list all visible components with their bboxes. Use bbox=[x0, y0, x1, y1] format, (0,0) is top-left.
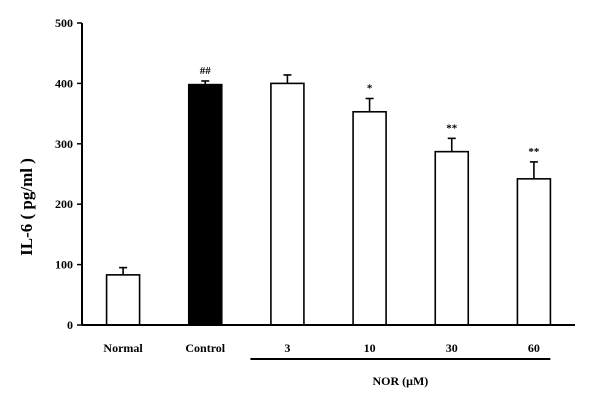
group-label: NOR (μM) bbox=[372, 374, 428, 388]
bar-1 bbox=[105, 274, 141, 326]
category-label: 10 bbox=[364, 341, 376, 355]
category-label: 3 bbox=[284, 341, 290, 355]
category-label: 60 bbox=[528, 341, 540, 355]
y-tick-label: 0 bbox=[67, 318, 73, 332]
bar-6 bbox=[516, 178, 552, 326]
category-label: 30 bbox=[446, 341, 458, 355]
significance-mark: ## bbox=[200, 65, 212, 77]
bar-2 bbox=[187, 83, 223, 326]
bar-4 bbox=[352, 110, 387, 326]
y-tick-label: 200 bbox=[55, 197, 73, 211]
category-labels: Normal Control 3 10 30 60 bbox=[103, 341, 539, 355]
bars-group: ##***** bbox=[105, 65, 552, 326]
significance-mark: ** bbox=[446, 122, 458, 134]
significance-mark: * bbox=[367, 83, 373, 95]
y-axis-label: IL-6 ( pg/ml ) bbox=[17, 158, 36, 256]
significance-mark: ** bbox=[528, 146, 540, 158]
y-tick-label: 100 bbox=[55, 258, 73, 272]
category-label: Normal bbox=[103, 341, 143, 355]
y-tick-label: 300 bbox=[55, 137, 73, 151]
y-tick-label: 500 bbox=[55, 16, 73, 30]
y-axis-ticks: 0 100 200 300 400 500 bbox=[55, 16, 82, 332]
bar-5 bbox=[434, 150, 470, 326]
y-tick-label: 400 bbox=[55, 76, 73, 90]
category-label: Control bbox=[185, 341, 225, 355]
bar-3 bbox=[270, 82, 305, 326]
